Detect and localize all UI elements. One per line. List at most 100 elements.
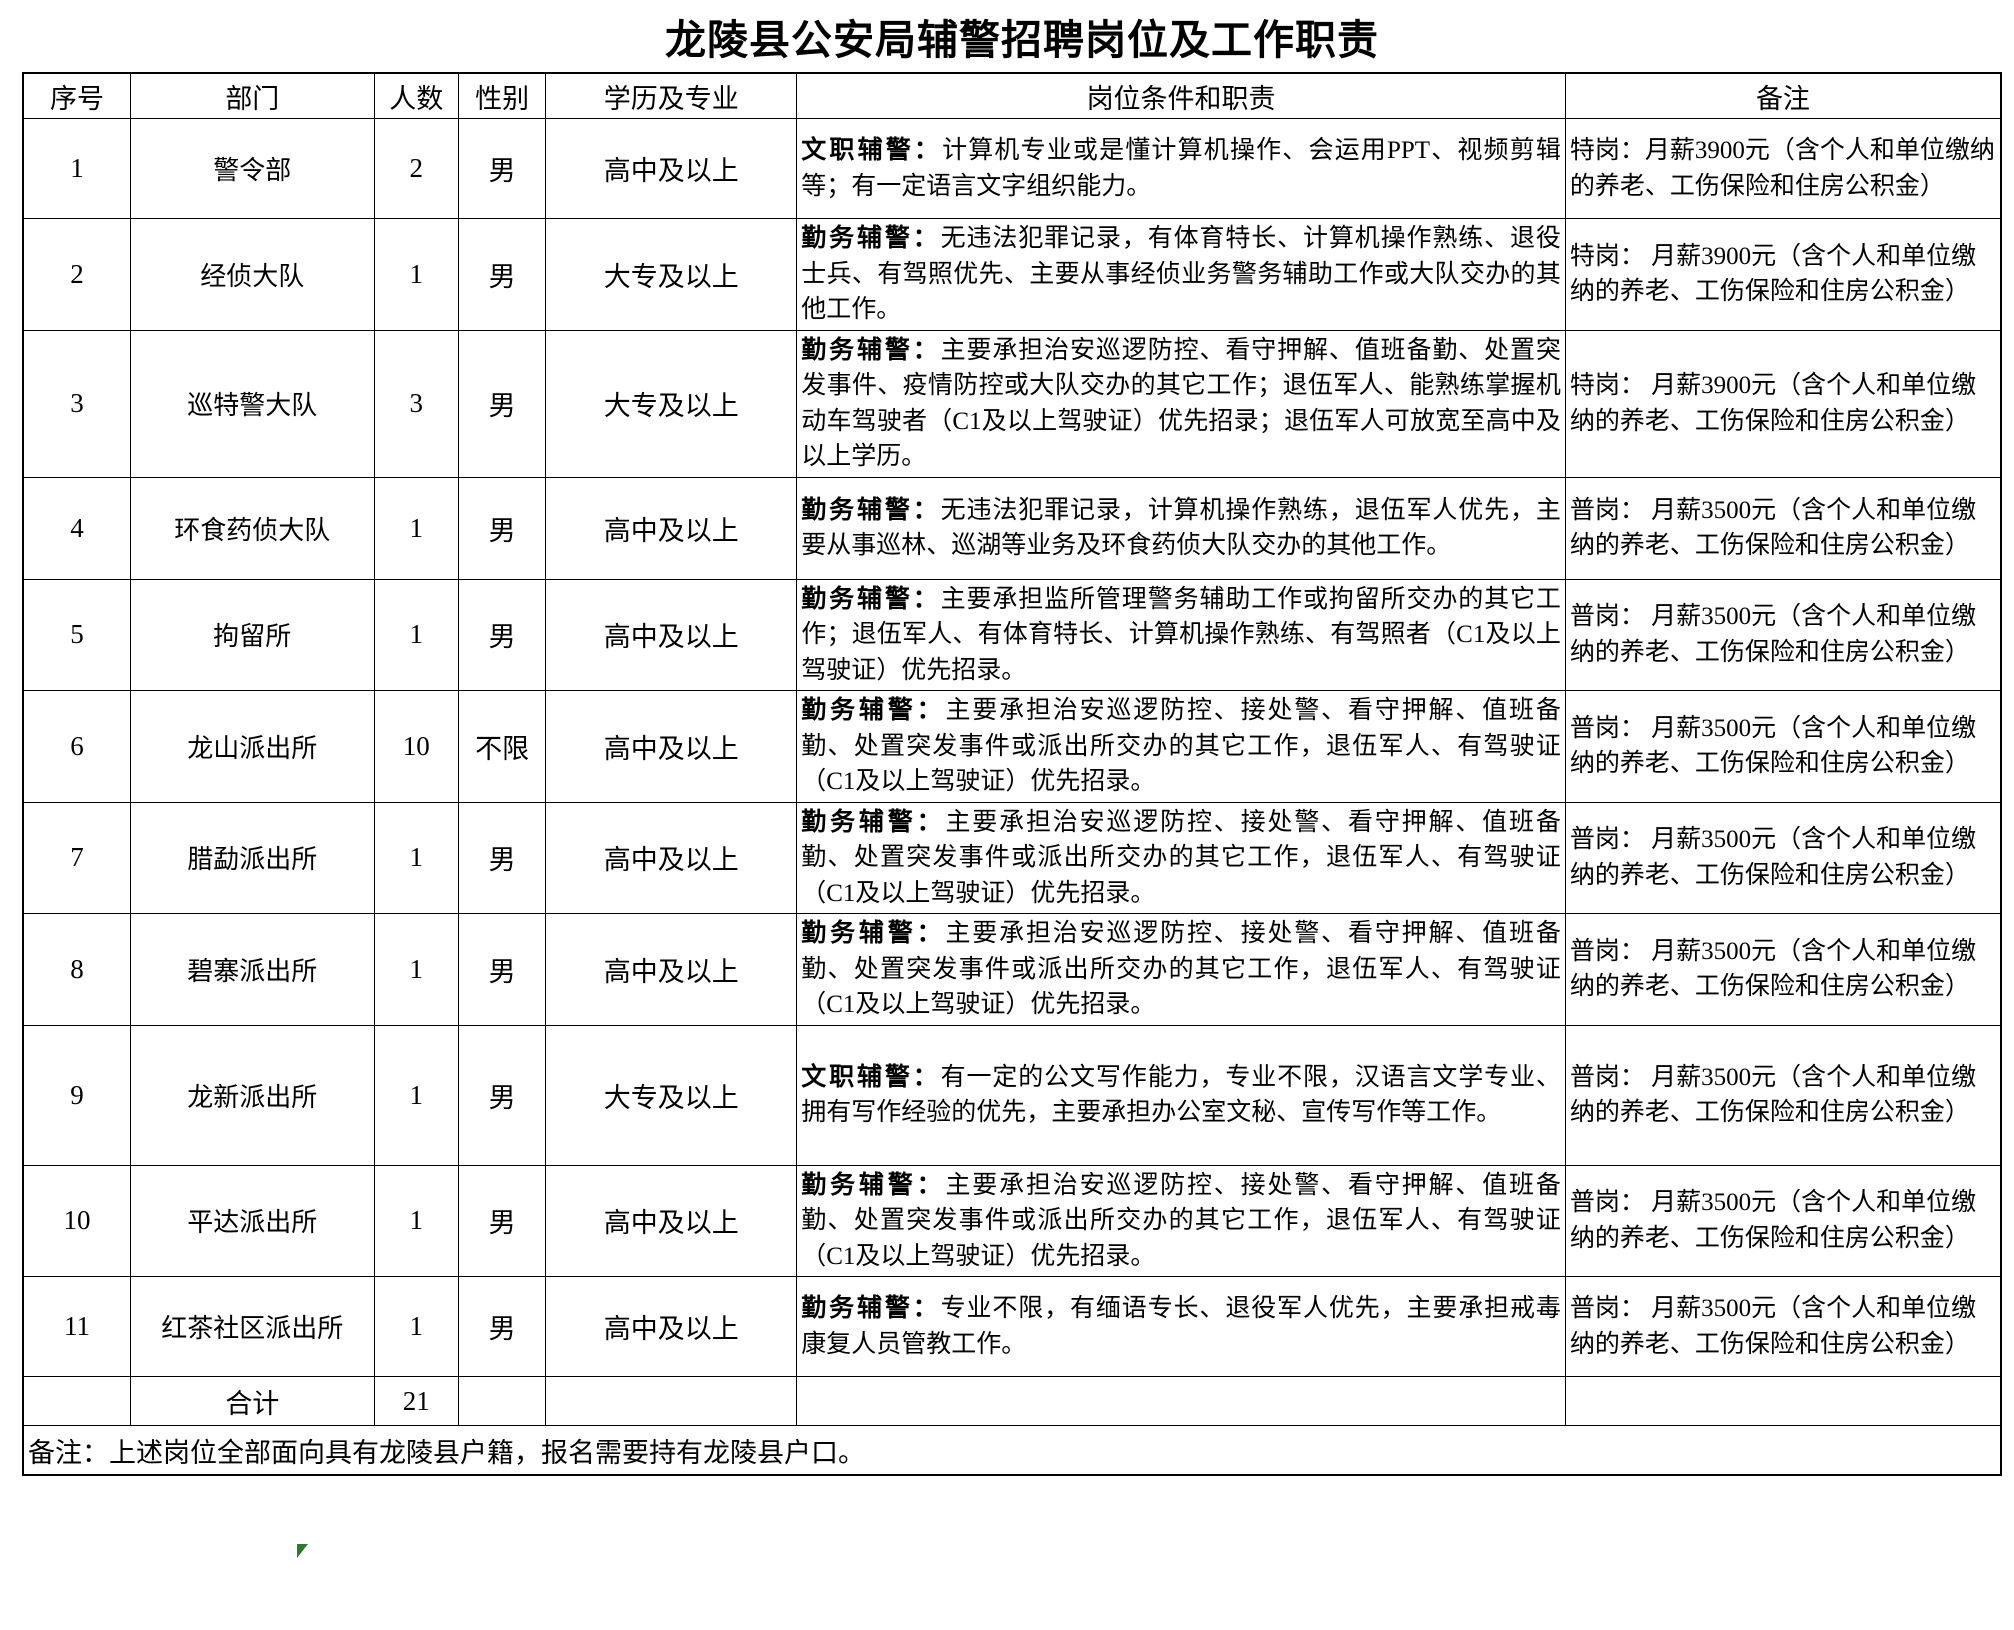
cell-gender: 男 [458, 801, 547, 914]
cell-duties: 文职辅警：有一定的公文写作能力，专业不限，汉语言文学专业、拥有写作经验的优先，主… [796, 1024, 1566, 1166]
page-title: 龙陵县公安局辅警招聘岗位及工作职责 [665, 17, 1379, 63]
cell-index: 1 [22, 118, 132, 219]
table-row: 7 腊勐派出所 1 男高中及以上 勤务辅警：主要承担治安巡逻防控、接处警、看守押解、值班… [22, 801, 2002, 914]
table-row: 3 巡特警大队 3 男大专及以上 勤务辅警：主要承担治安巡逻防控、看守押解、值班备勤、处… [22, 329, 2002, 478]
table-footer: 合计 21 备注：上述岗位全部面向具有龙陵县户籍，报名需要持有龙陵县户口。 [22, 1376, 2002, 1476]
cell-education: 高中及以上 [545, 578, 798, 691]
cell-education: 高中及以上 [545, 118, 798, 219]
duty-description: 有一定的公文写作能力，专业不限，汉语言文学专业、拥有写作经验的优先，主要承担办公… [801, 1063, 1561, 1127]
cell-gender: 男 [458, 118, 547, 219]
cell-remark: 特岗： 月薪3900元（含个人和单位缴纳的养老、工伤保险和住房公积金） [1564, 218, 2002, 331]
footnote-text: 备注：上述岗位全部面向具有龙陵县户籍，报名需要持有龙陵县户口。 [22, 1425, 2002, 1476]
cell-gender: 男 [458, 1164, 547, 1277]
total-blank-duties [796, 1376, 1566, 1426]
header-education: 学历及专业 [545, 72, 798, 119]
duty-type-label: 勤务辅警： [801, 225, 941, 252]
duty-description: 主要承担治安巡逻防控、接处警、看守押解、值班备勤、处置突发事件或派出所交办的其它… [801, 920, 1561, 1018]
cell-education: 高中及以上 [545, 1164, 798, 1277]
cell-education: 高中及以上 [545, 476, 798, 580]
cell-index: 9 [22, 1024, 132, 1166]
duty-type-label: 勤务辅警： [801, 496, 941, 524]
table-row: 9 龙新派出所 1 男大专及以上 文职辅警：有一定的公文写作能力，专业不限，汉语言文学专… [22, 1024, 2002, 1166]
cell-count: 10 [373, 690, 460, 803]
cell-education: 高中及以上 [545, 913, 798, 1026]
table-row: 1 警令部 2 男高中及以上 文职辅警：计算机专业或是懂计算机操作、会运用PPT、视频剪… [22, 118, 2002, 219]
cell-index: 7 [22, 801, 132, 914]
table-header: 序号 部门 人数 性别 学历及专业 岗位条件和职责 备注 [22, 72, 2002, 119]
cell-duties: 文职辅警：计算机专业或是懂计算机操作、会运用PPT、视频剪辑等；有一定语言文字组… [796, 118, 1566, 219]
cell-index: 5 [22, 578, 132, 691]
cell-count: 1 [373, 1164, 460, 1277]
cell-duties: 勤务辅警：无违法犯罪记录，计算机操作熟练，退伍军人优先，主要从事巡林、巡湖等业务… [796, 476, 1566, 580]
cell-duties: 勤务辅警：主要承担治安巡逻防控、看守押解、值班备勤、处置突发事件、疫情防控或大队… [796, 329, 1566, 478]
table-row: 5 拘留所 1 男高中及以上 勤务辅警：主要承担监所管理警务辅助工作或拘留所交办的其它工… [22, 578, 2002, 691]
cell-index: 8 [22, 913, 132, 1026]
cell-gender: 男 [458, 1024, 547, 1166]
table-row: 10 平达派出所 1 男高中及以上 勤务辅警：主要承担治安巡逻防控、接处警、看守押解、值… [22, 1164, 2002, 1277]
footnote-row: 备注：上述岗位全部面向具有龙陵县户籍，报名需要持有龙陵县户口。 [22, 1425, 2002, 1476]
duty-type-label: 勤务辅警： [801, 697, 946, 724]
cell-duties: 勤务辅警：专业不限，有缅语专长、退役军人优先，主要承担戒毒康复人员管教工作。 [796, 1276, 1566, 1377]
header-gender: 性别 [458, 72, 547, 119]
cell-department: 红茶社区派出所 [130, 1276, 375, 1377]
duty-description: 主要承担治安巡逻防控、接处警、看守押解、值班备勤、处置突发事件或派出所交办的其它… [801, 697, 1561, 795]
cell-department: 经侦大队 [130, 218, 375, 331]
cell-department: 环食药侦大队 [130, 476, 375, 580]
cell-department: 碧寨派出所 [130, 913, 375, 1026]
cell-index: 6 [22, 690, 132, 803]
cell-duties: 勤务辅警：主要承担治安巡逻防控、接处警、看守押解、值班备勤、处置突发事件或派出所… [796, 1164, 1566, 1277]
total-blank-remark [1564, 1376, 2002, 1426]
duty-type-label: 勤务辅警： [801, 585, 941, 613]
cell-remark: 普岗： 月薪3500元（含个人和单位缴纳的养老、工伤保险和住房公积金） [1564, 1276, 2002, 1377]
cell-education: 高中及以上 [545, 690, 798, 803]
cell-index: 4 [22, 476, 132, 580]
header-index: 序号 [22, 72, 132, 119]
cell-remark: 普岗： 月薪3500元（含个人和单位缴纳的养老、工伤保险和住房公积金） [1564, 690, 2002, 803]
cell-gender: 男 [458, 218, 547, 331]
cell-gender: 不限 [458, 690, 547, 803]
total-row: 合计 21 [22, 1376, 2002, 1426]
cell-gender: 男 [458, 1276, 547, 1377]
cell-gender: 男 [458, 578, 547, 691]
duty-description: 主要承担监所管理警务辅助工作或拘留所交办的其它工作；退伍军人、有体育特长、计算机… [801, 585, 1561, 684]
table-row: 2 经侦大队 1 男大专及以上 勤务辅警：无违法犯罪记录，有体育特长、计算机操作熟练、退… [22, 218, 2002, 331]
duty-type-label: 勤务辅警： [801, 1295, 941, 1322]
cell-education: 高中及以上 [545, 1276, 798, 1377]
cell-duties: 勤务辅警：主要承担治安巡逻防控、接处警、看守押解、值班备勤、处置突发事件或派出所… [796, 690, 1566, 803]
table-row: 6 龙山派出所 10 不限 高中及以上 勤务辅警：主要承担治安巡逻防控、接处警、看守押解、… [22, 690, 2002, 803]
cell-education: 高中及以上 [545, 801, 798, 914]
header-duties: 岗位条件和职责 [796, 72, 1566, 119]
duty-type-label: 勤务辅警： [801, 1171, 946, 1199]
cell-remark: 普岗： 月薪3500元（含个人和单位缴纳的养老、工伤保险和住房公积金） [1564, 913, 2002, 1026]
duty-description: 计算机专业或是懂计算机操作、会运用PPT、视频剪辑等；有一定语言文字组织能力。 [801, 137, 1561, 200]
header-count: 人数 [373, 72, 460, 119]
cell-department: 龙新派出所 [130, 1024, 375, 1166]
cell-count: 1 [373, 913, 460, 1026]
duty-type-label: 勤务辅警： [801, 336, 941, 364]
duty-type-label: 文职辅警： [801, 137, 943, 164]
cell-education: 大专及以上 [545, 218, 798, 331]
cell-comment-marker-icon [297, 1544, 308, 1558]
duty-description: 主要承担治安巡逻防控、看守押解、值班备勤、处置突发事件、疫情防控或大队交办的其它… [801, 336, 1561, 471]
cell-count: 1 [373, 218, 460, 331]
cell-count: 1 [373, 1024, 460, 1166]
cell-department: 腊勐派出所 [130, 801, 375, 914]
duty-description: 主要承担治安巡逻防控、接处警、看守押解、值班备勤、处置突发事件或派出所交办的其它… [801, 1171, 1561, 1270]
duty-type-label: 勤务辅警： [801, 920, 946, 947]
duty-description: 无违法犯罪记录，有体育特长、计算机操作熟练、退役士兵、有驾照优先、主要从事经侦业… [801, 225, 1561, 323]
header-remark: 备注 [1564, 72, 2002, 119]
table-row: 8 碧寨派出所 1 男高中及以上 勤务辅警：主要承担治安巡逻防控、接处警、看守押解、值班… [22, 913, 2002, 1026]
cell-department: 龙山派出所 [130, 690, 375, 803]
cell-gender: 男 [458, 329, 547, 478]
table-row: 11 红茶社区派出所 1 男高中及以上 勤务辅警：专业不限，有缅语专长、退役军人优先，主… [22, 1276, 2002, 1377]
total-blank-index [22, 1376, 132, 1426]
cell-count: 3 [373, 329, 460, 478]
total-label: 合计 [130, 1376, 375, 1426]
cell-remark: 普岗： 月薪3500元（含个人和单位缴纳的养老、工伤保险和住房公积金） [1564, 1164, 2002, 1277]
header-department: 部门 [130, 72, 375, 119]
cell-duties: 勤务辅警：无违法犯罪记录，有体育特长、计算机操作熟练、退役士兵、有驾照优先、主要… [796, 218, 1566, 331]
cell-department: 拘留所 [130, 578, 375, 691]
cell-index: 3 [22, 329, 132, 478]
cell-remark: 特岗：月薪3900元（含个人和单位缴纳的养老、工伤保险和住房公积金） [1564, 118, 2002, 219]
